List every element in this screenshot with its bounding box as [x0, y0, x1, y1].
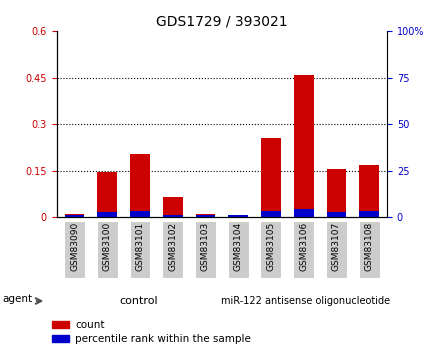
- Bar: [163, 215, 182, 217]
- Bar: [260, 138, 280, 217]
- FancyBboxPatch shape: [358, 220, 379, 278]
- Bar: [163, 197, 182, 217]
- Text: agent: agent: [3, 294, 33, 304]
- Bar: [97, 212, 117, 217]
- Bar: [228, 216, 247, 217]
- Text: percentile rank within the sample: percentile rank within the sample: [75, 334, 250, 344]
- FancyBboxPatch shape: [227, 220, 248, 278]
- Bar: [130, 210, 149, 217]
- Text: GSM83105: GSM83105: [266, 222, 275, 271]
- Bar: [358, 211, 378, 217]
- Bar: [65, 215, 84, 217]
- FancyBboxPatch shape: [64, 220, 85, 278]
- Bar: [195, 214, 215, 217]
- Text: GSM83101: GSM83101: [135, 222, 144, 271]
- Text: GSM83108: GSM83108: [364, 222, 373, 271]
- Text: GSM83090: GSM83090: [70, 222, 79, 271]
- Bar: [260, 210, 280, 217]
- Bar: [326, 212, 345, 217]
- FancyBboxPatch shape: [325, 220, 346, 278]
- FancyBboxPatch shape: [260, 220, 281, 278]
- Bar: [52, 321, 69, 328]
- Bar: [228, 216, 247, 217]
- Bar: [326, 169, 345, 217]
- Bar: [195, 215, 215, 217]
- Bar: [358, 165, 378, 217]
- Bar: [130, 154, 149, 217]
- FancyBboxPatch shape: [293, 220, 313, 278]
- Text: GSM83102: GSM83102: [168, 222, 177, 271]
- Bar: [97, 172, 117, 217]
- Text: GSM83100: GSM83100: [102, 222, 112, 271]
- FancyBboxPatch shape: [194, 220, 215, 278]
- FancyBboxPatch shape: [162, 220, 183, 278]
- Text: control: control: [119, 296, 158, 306]
- Text: GSM83106: GSM83106: [299, 222, 307, 271]
- Text: GSM83104: GSM83104: [233, 222, 242, 271]
- Bar: [65, 214, 84, 217]
- Text: miR-122 antisense oligonucleotide: miR-122 antisense oligonucleotide: [220, 296, 389, 306]
- Text: count: count: [75, 320, 105, 330]
- FancyBboxPatch shape: [129, 220, 150, 278]
- FancyBboxPatch shape: [97, 220, 118, 278]
- Title: GDS1729 / 393021: GDS1729 / 393021: [156, 14, 287, 29]
- Bar: [293, 75, 313, 217]
- Bar: [293, 209, 313, 217]
- Bar: [52, 335, 69, 342]
- Text: GSM83103: GSM83103: [201, 222, 210, 271]
- Text: GSM83107: GSM83107: [331, 222, 340, 271]
